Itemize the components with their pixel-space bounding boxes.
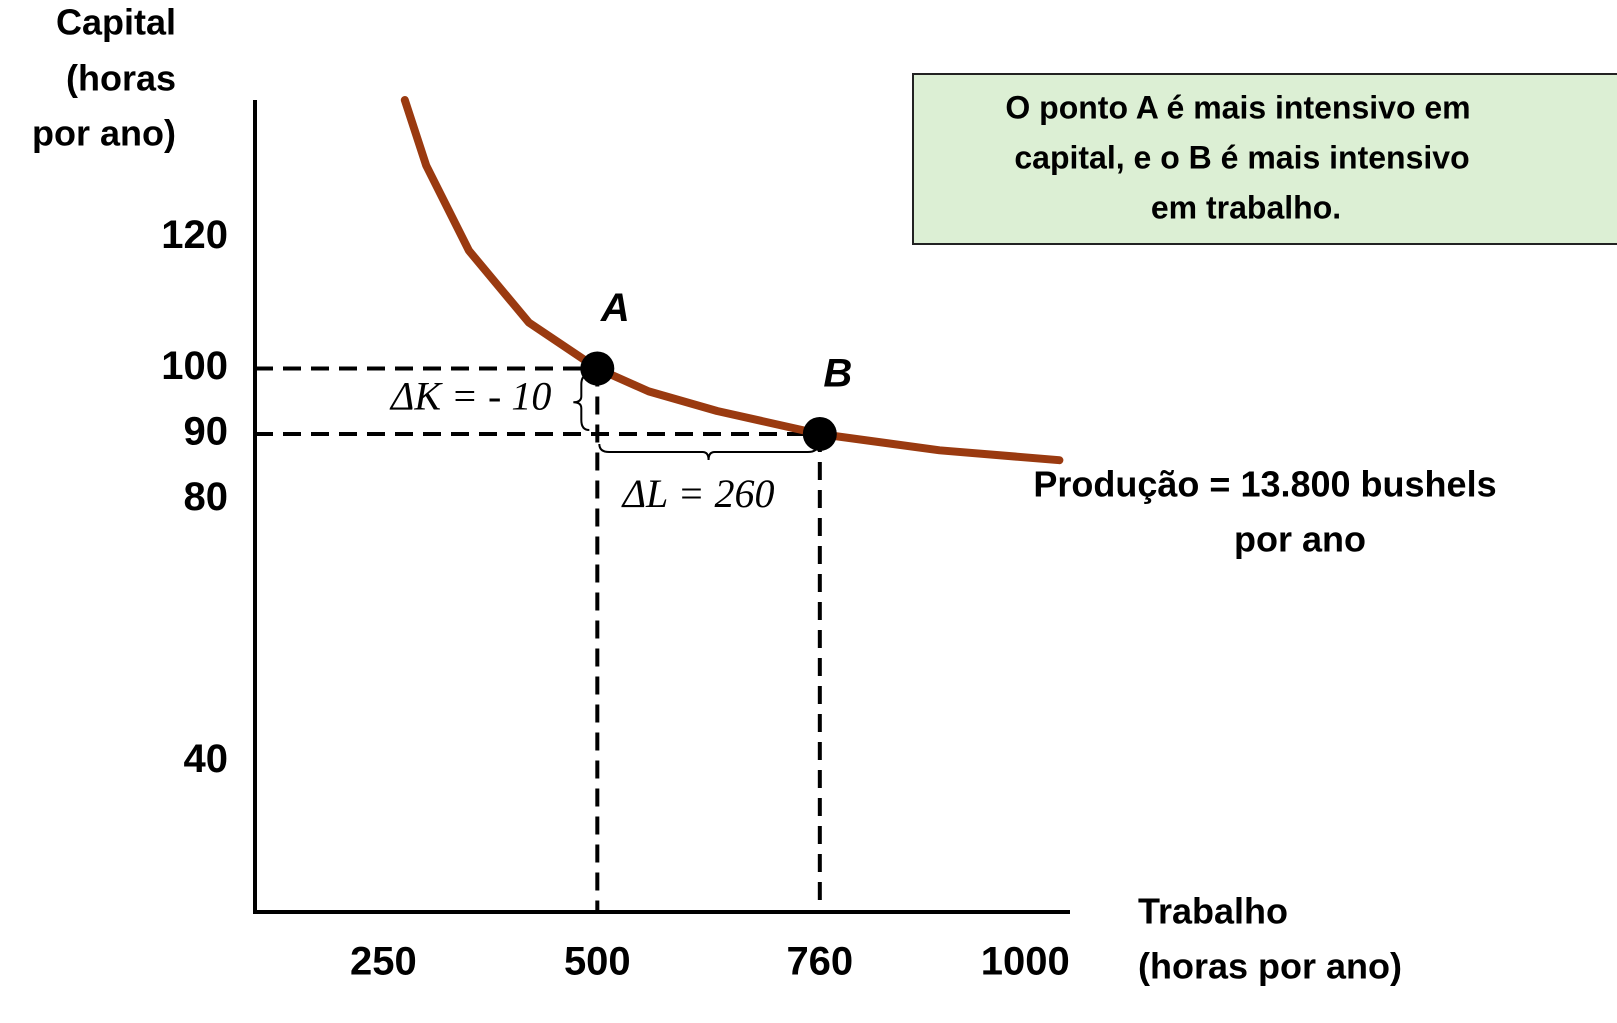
point-label: B xyxy=(823,352,852,396)
note: em trabalho. xyxy=(1151,189,1341,225)
x-tick-label: 1000 xyxy=(981,940,1070,984)
x-tick-label: 500 xyxy=(564,940,631,984)
point-label: A xyxy=(600,286,630,330)
note: capital, e o B é mais intensivo xyxy=(1014,139,1469,175)
point xyxy=(580,351,615,386)
brace xyxy=(573,373,590,431)
y-tick-label: 100 xyxy=(161,344,228,388)
curve-label: Produção = 13.800 bushels xyxy=(1033,464,1496,505)
x-tick-label: 250 xyxy=(350,940,417,984)
isoquant xyxy=(400,96,1064,465)
x-axis-label: (horas por ano) xyxy=(1138,946,1402,987)
curve-label: por ano xyxy=(1234,519,1366,560)
delta-k: ΔK = - 10 xyxy=(389,373,551,418)
note-box xyxy=(912,73,1617,245)
x-axis-label: Trabalho xyxy=(1138,891,1288,932)
y-axis-label: Capital xyxy=(56,2,176,43)
x-tick-label: 760 xyxy=(786,940,853,984)
y-axis-label: (horas xyxy=(66,58,176,99)
y-tick-label: 80 xyxy=(184,475,229,519)
y-tick-label: 120 xyxy=(161,213,228,257)
note: O ponto A é mais intensivo em xyxy=(1005,89,1470,125)
y-tick-label: 40 xyxy=(184,737,229,781)
brace xyxy=(598,443,819,461)
delta-l: ΔL = 260 xyxy=(621,471,775,516)
y-tick-label: 90 xyxy=(184,410,229,454)
point xyxy=(802,416,837,451)
y-axis-label: por ano) xyxy=(32,113,176,154)
